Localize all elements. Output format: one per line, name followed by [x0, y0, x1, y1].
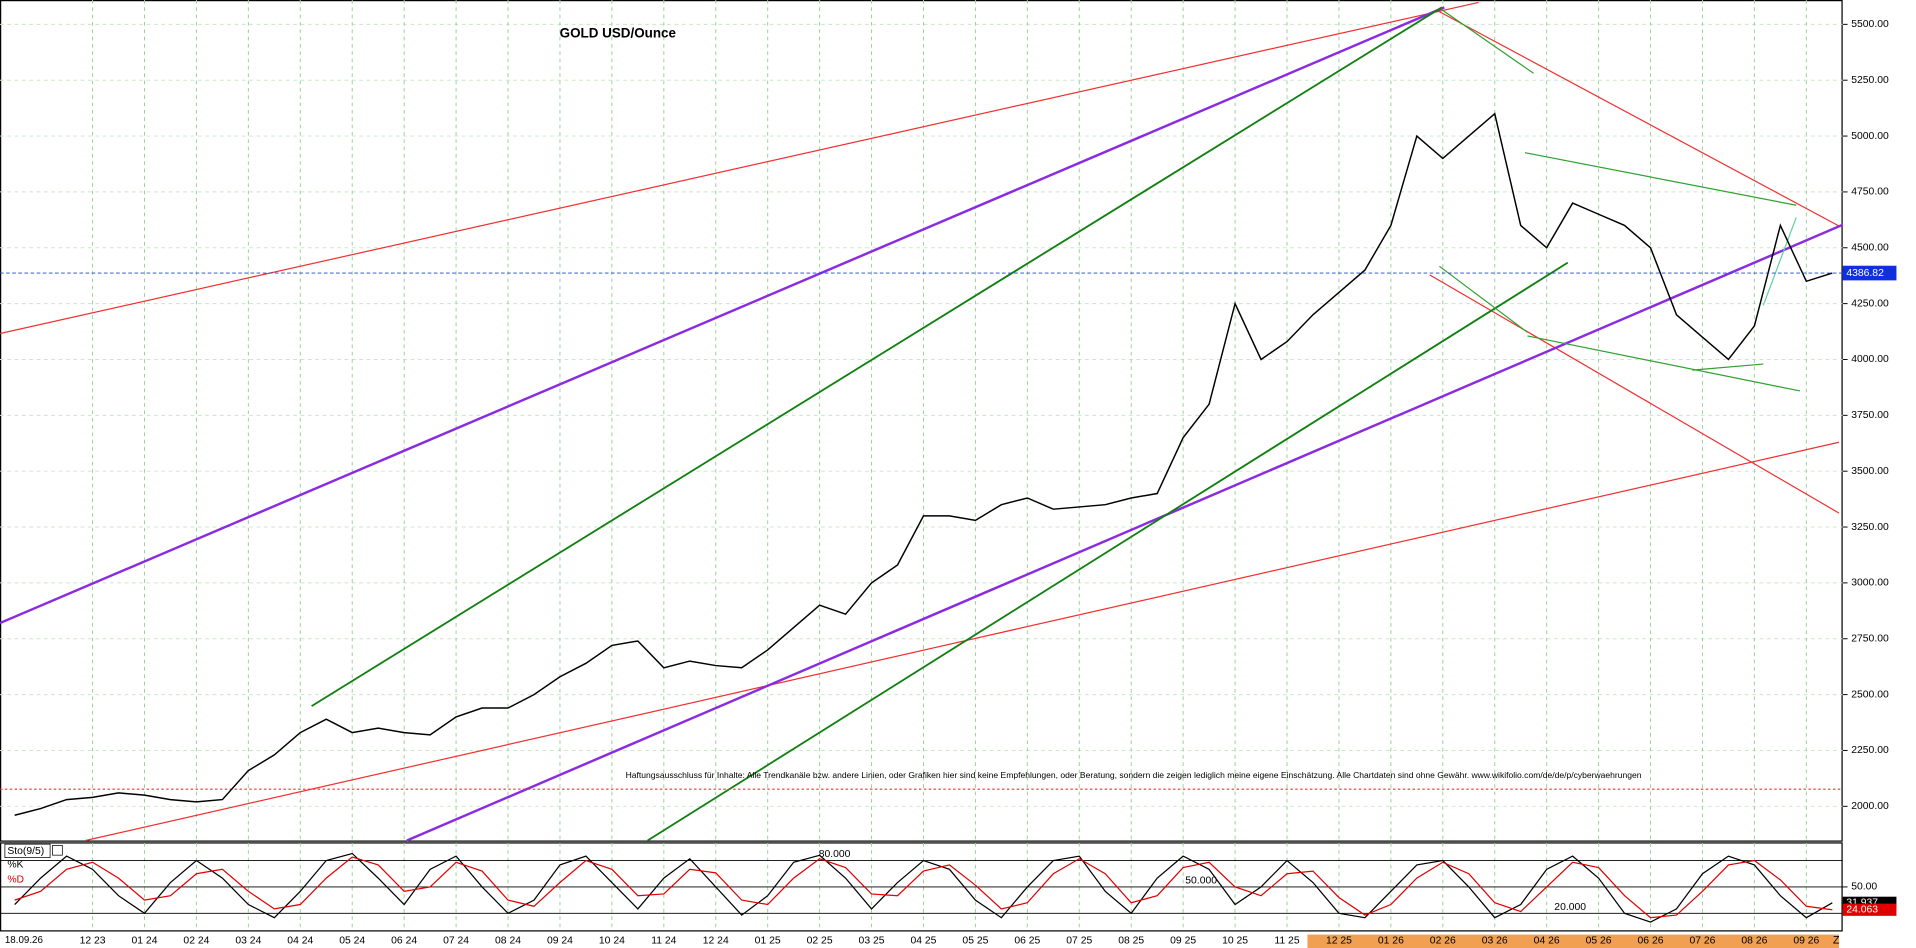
z-label: Z: [1833, 935, 1840, 947]
x-tick-label: 12 24: [703, 935, 729, 946]
last-price-box: [1842, 265, 1897, 281]
x-tick-label: 05 25: [962, 935, 988, 946]
trend-line: [0, 1, 1479, 335]
trend-line: [1435, 9, 1840, 227]
x-tick-label: 04 25: [910, 935, 936, 946]
x-tick-label: 12 25: [1326, 935, 1352, 946]
trend-line: [1524, 152, 1797, 206]
x-tick-label: 08 25: [1118, 935, 1144, 946]
last-price-label: 4386.82: [1846, 268, 1884, 279]
trend-lines: [0, 1, 1844, 842]
y-tick-label: 5000.00: [1851, 131, 1889, 142]
x-tick-label: 05 24: [339, 935, 365, 946]
y-tick-label: 5250.00: [1851, 75, 1889, 86]
x-tick-label: 10 24: [599, 935, 625, 946]
x-tick-label: 12 23: [80, 935, 106, 946]
price-frame: [0, 0, 1843, 842]
level-label: 80.000: [819, 849, 851, 860]
x-tick-label: 03 26: [1482, 935, 1508, 946]
chart-title: GOLD USD/Ounce: [560, 26, 676, 41]
x-tick-label: 01 25: [755, 935, 781, 946]
x-tick-label: 03 25: [859, 935, 885, 946]
x-tick-label: 09 24: [547, 935, 573, 946]
level-label: 20.000: [1554, 902, 1586, 913]
x-tick-label: 07 24: [443, 935, 469, 946]
legend-label: %K: [7, 860, 23, 871]
data-line: [14, 112, 1833, 816]
x-tick-label: 06 26: [1638, 935, 1664, 946]
add-button[interactable]: [52, 845, 63, 856]
x-tick-label: 11 24: [651, 935, 676, 946]
y-tick-label: 3250.00: [1851, 522, 1889, 533]
y-tick-label: 4250.00: [1851, 298, 1889, 309]
last-value-box: [1842, 903, 1897, 916]
x-tick-label: 10 25: [1222, 935, 1248, 946]
y-tick-label: 4750.00: [1851, 187, 1889, 198]
x-tick-label: 07 26: [1689, 935, 1715, 946]
y-tick-label: 2750.00: [1851, 633, 1889, 644]
trend-line: [406, 223, 1844, 842]
trend-line: [647, 261, 1569, 842]
trend-line: [1692, 363, 1764, 371]
y-tick-label: 4000.00: [1851, 354, 1889, 365]
indicator-box: [4, 843, 51, 858]
highlight-band: [1307, 934, 1840, 948]
level-label: 50.000: [1185, 876, 1217, 887]
last-value-label: 24.063: [1846, 904, 1878, 915]
y-tick-label: 3750.00: [1851, 410, 1889, 421]
x-tick-label: 01 26: [1378, 935, 1404, 946]
y-tick-label: 2250.00: [1851, 745, 1889, 756]
plot-background: [0, 0, 1843, 948]
trend-line: [1429, 274, 1840, 514]
x-tick-label: 09 26: [1793, 935, 1819, 946]
x-tick-label: 08 24: [495, 935, 521, 946]
trend-line: [0, 6, 1445, 625]
data-line: [14, 852, 1833, 923]
x-tick-label: 02 26: [1430, 935, 1456, 946]
trend-line: [1527, 335, 1801, 392]
x-tick-label: 02 25: [807, 935, 833, 946]
x-tick-label: 01 24: [132, 935, 158, 946]
x-tick-label: 06 25: [1014, 935, 1040, 946]
last-value-label: 31.937: [1846, 898, 1878, 909]
x-tick-label: 05 26: [1586, 935, 1612, 946]
y-tick-label: 4500.00: [1851, 243, 1889, 254]
x-tick-label: 11 25: [1274, 935, 1299, 946]
trend-line: [311, 6, 1443, 707]
grid: [0, 0, 1843, 931]
cursor-date: 18.09.26: [5, 935, 43, 946]
legend-label: %D: [7, 874, 24, 885]
x-tick-label: 02 24: [183, 935, 209, 946]
y-tick-label: 3500.00: [1851, 466, 1889, 477]
indicator-name: Sto(9/5): [7, 846, 44, 857]
x-tick-label: 03 24: [235, 935, 261, 946]
trend-line: [1439, 265, 1528, 333]
trend-line: [1762, 217, 1797, 306]
trend-line: [85, 441, 1840, 842]
disclaimer: Haftungsausschluss für Inhalte: Alle Tre…: [626, 770, 1642, 780]
y-tick-label: 2000.00: [1851, 801, 1889, 812]
x-tick-label: 04 24: [287, 935, 313, 946]
x-tick-label: 07 25: [1066, 935, 1092, 946]
y-tick-label: 2500.00: [1851, 689, 1889, 700]
y-tick-label: 50.00: [1851, 882, 1877, 893]
data-line: [14, 856, 1833, 919]
x-tick-label: 08 26: [1741, 935, 1767, 946]
x-tick-label: 06 24: [391, 935, 417, 946]
trend-line: [1441, 9, 1534, 74]
x-tick-label: 09 25: [1170, 935, 1196, 946]
x-tick-label: 04 26: [1534, 935, 1560, 946]
y-tick-label: 3000.00: [1851, 578, 1889, 589]
y-tick-label: 5500.00: [1851, 19, 1889, 30]
